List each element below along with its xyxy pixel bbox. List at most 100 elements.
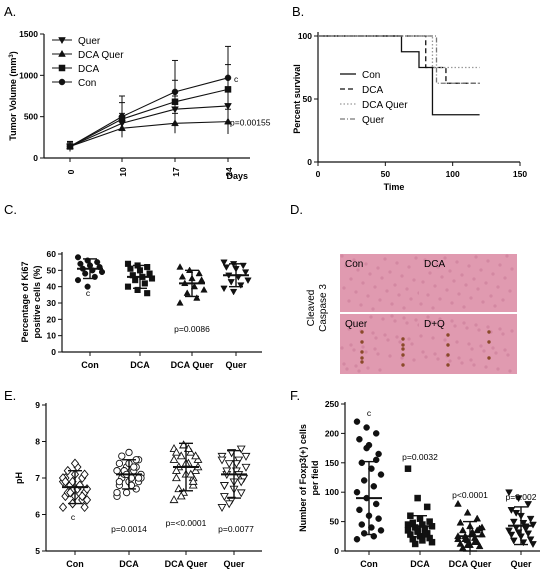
f-y-tick-label: 0 [334, 546, 339, 556]
d-tissue-texture [452, 279, 456, 283]
f-point [360, 530, 368, 537]
a-annotation-p: p=0.00155 [230, 118, 271, 128]
c-point [220, 259, 228, 267]
d-tissue-texture [357, 369, 361, 373]
d-tissue-texture [474, 323, 478, 327]
e-point [219, 482, 229, 491]
d-tissue-texture [428, 271, 432, 275]
c-annotation: c [86, 288, 91, 298]
d-stain-spot [360, 356, 364, 360]
a-point [224, 74, 232, 82]
f-point [458, 526, 467, 534]
c-y-tick-label: 0 [51, 347, 56, 357]
d-tissue-texture [484, 365, 488, 369]
e-point [241, 452, 251, 461]
d-tissue-texture [386, 338, 390, 342]
e-point [217, 504, 227, 512]
d-tissue-texture [510, 329, 514, 333]
f-point [407, 512, 414, 519]
d-tissue-texture [421, 350, 425, 354]
a-series-line-quer [69, 105, 229, 147]
b-x-tick-label: 50 [381, 169, 391, 179]
d-tissue-texture [340, 346, 344, 350]
d-stain-spot [360, 330, 364, 334]
f-category-label: DCA [410, 559, 430, 569]
f-point [524, 530, 533, 538]
d-tissue-texture [340, 254, 344, 258]
f-point [404, 465, 412, 472]
d-stain-spot [401, 347, 405, 351]
f-point [358, 459, 366, 467]
d-tissue-texture [482, 349, 486, 353]
f-point [509, 518, 518, 526]
d-stain-spot [401, 363, 405, 367]
f-point [375, 515, 382, 522]
c-y-tick-label: 10 [47, 331, 57, 341]
e-point [118, 452, 126, 460]
d-tissue-texture [352, 348, 356, 352]
a-legend-label: DCA Quer [78, 50, 124, 61]
d-tissue-texture [381, 317, 385, 321]
d-tissue-texture [431, 336, 435, 340]
c-point [220, 285, 228, 293]
e-category-label: DCA [119, 559, 139, 569]
d-tissue-texture [402, 306, 406, 310]
a-annotation-c: c [234, 74, 239, 84]
d-tissue-texture [476, 287, 480, 291]
d-tissue-texture [510, 267, 514, 271]
a-y-tick-label: 1500 [19, 29, 38, 39]
d-tissue-texture [356, 268, 360, 272]
b-legend-label: DCA [362, 85, 383, 96]
e-point [113, 488, 121, 497]
d-tissue-texture [361, 345, 365, 349]
d-tissue-texture [366, 366, 370, 370]
c-y-tick-label: 40 [47, 282, 57, 292]
c-y-tick-label: 50 [47, 265, 57, 275]
c-point [222, 264, 231, 271]
c-annotation: p=0.0086 [174, 324, 210, 334]
d-tissue-texture [397, 293, 401, 297]
d-tissue-texture [395, 261, 399, 265]
d-side-label: CleavedCaspase 3 [306, 284, 329, 332]
d-tissue-texture [398, 340, 402, 344]
d-stain-spot [360, 340, 364, 344]
f-point [370, 483, 378, 490]
d-tissue-texture [359, 303, 363, 307]
e-point [63, 465, 72, 476]
e-point [217, 456, 227, 465]
f-point [353, 488, 361, 496]
d-tissue-texture [448, 269, 452, 273]
f-point [411, 540, 419, 548]
d-tissue-texture [345, 367, 349, 371]
e-annotation: p=0.0077 [218, 524, 254, 534]
e-point [171, 473, 181, 482]
e-point [236, 478, 246, 487]
b-y-tick-label: 50 [303, 94, 313, 104]
c-point [176, 299, 184, 306]
f-point [475, 542, 484, 550]
e-point [70, 458, 80, 469]
e-point [113, 467, 121, 475]
f-y-tick-label: 200 [325, 428, 339, 438]
a-series-line-dca-quer [69, 121, 229, 147]
d-tissue-texture [414, 318, 418, 322]
d-tissue-texture [414, 256, 418, 260]
d-tissue-texture [402, 316, 406, 320]
f-point [363, 424, 370, 431]
b-survival-curve-quer [318, 35, 480, 84]
d-tissue-texture [503, 276, 507, 280]
c-point [178, 272, 187, 280]
a-point [66, 143, 74, 150]
d-tissue-texture [505, 254, 509, 258]
b-legend-label: Quer [362, 115, 385, 126]
c-point [183, 289, 191, 296]
a-y-axis-title: Tumor Volume (mm3) [8, 51, 18, 141]
f-point [419, 537, 426, 544]
d-tissue-texture [409, 297, 413, 301]
d-tissue-texture [368, 272, 372, 276]
d-tissue-texture [426, 315, 430, 319]
c-category-label: DCA Quer [171, 360, 214, 370]
d-tissue-texture [508, 369, 512, 373]
e-point [134, 474, 143, 482]
a-legend-marker [58, 64, 66, 72]
